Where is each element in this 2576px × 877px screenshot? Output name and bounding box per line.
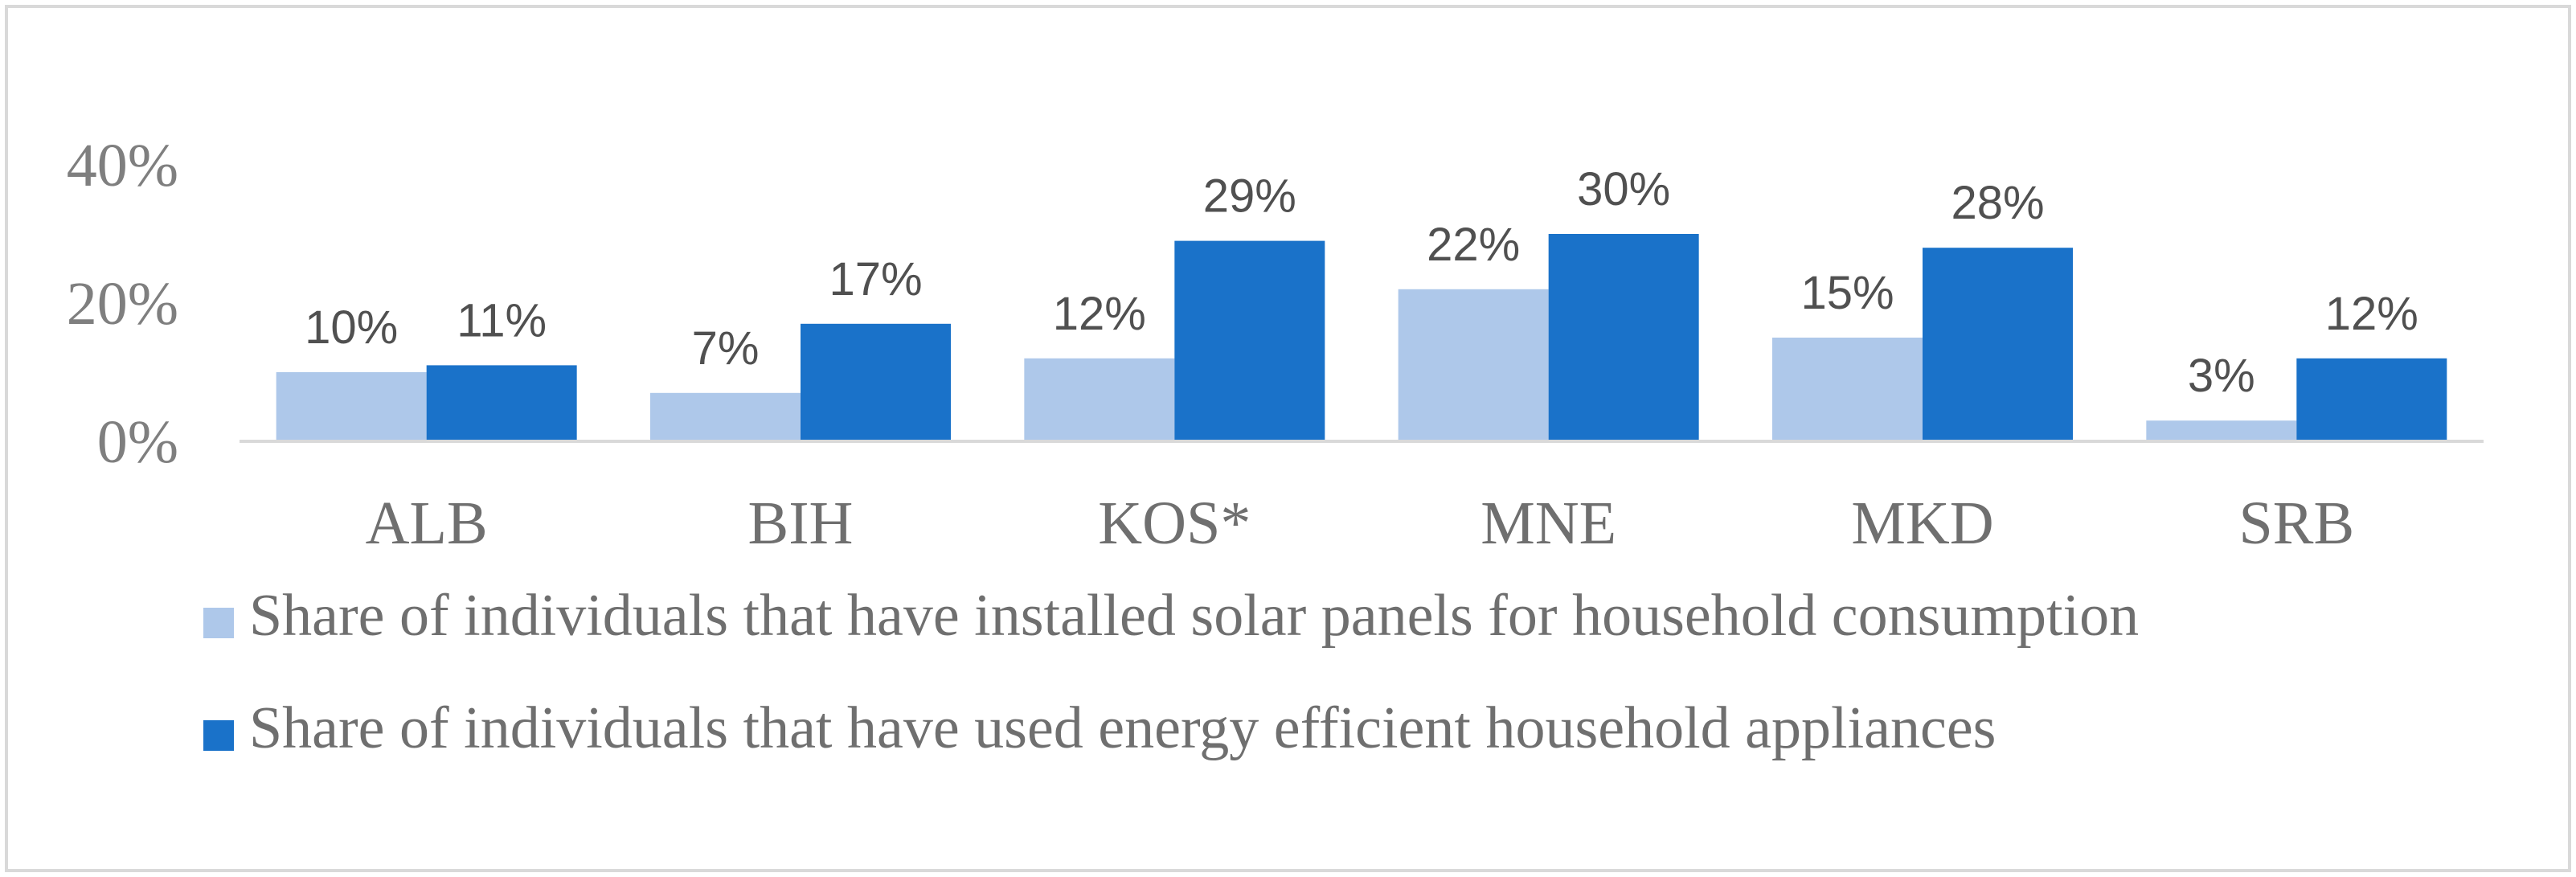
bar-efficient-appliances-alb [426,365,577,441]
data-label: 7% [692,322,760,375]
bar-solar-panels-kos [1024,358,1175,441]
x-axis-categories: ALB BIH KOS* MNE MKD SRB [366,490,2354,557]
y-tick-label: 40% [67,132,178,199]
y-axis-ticks: 0% 20% 40% [67,132,178,476]
legend-entry-label: Share of individuals that have used ener… [249,695,1996,761]
x-category-label: ALB [366,490,488,557]
bar-efficient-appliances-bih [801,323,951,441]
data-label: 3% [2188,350,2255,402]
data-labels-group: 10% 11% 7% 17% 12% 29% 22% 30% 15% 28% 3% 12% [305,163,2418,402]
data-label: 12% [2325,288,2418,340]
data-label: 28% [1951,177,2044,229]
data-label: 29% [1203,170,1296,223]
x-category-label: MKD [1851,490,1993,557]
x-category-label: KOS* [1098,490,1251,557]
legend-entry-label: Share of individuals that have installed… [249,583,2139,649]
bar-efficient-appliances-srb [2296,358,2447,441]
data-label: 30% [1577,163,1670,215]
legend: Share of individuals that have installed… [203,583,2139,761]
x-category-label: SRB [2239,490,2355,557]
y-tick-label: 0% [97,408,178,476]
bar-solar-panels-alb [276,372,427,441]
data-label: 17% [829,253,922,305]
x-category-label: MNE [1480,490,1616,557]
x-category-label: BIH [748,490,854,557]
bar-solar-panels-mne [1398,289,1549,441]
y-tick-label: 20% [67,270,178,338]
bar-solar-panels-mkd [1772,338,1923,441]
bar-solar-panels-srb [2146,420,2297,441]
data-label: 11% [457,294,547,346]
data-label: 22% [1427,219,1520,271]
bar-efficient-appliances-kos [1174,240,1325,441]
bar-efficient-appliances-mkd [1923,248,2073,441]
data-label: 15% [1800,267,1894,319]
bar-efficient-appliances-mne [1548,234,1699,441]
bars-group [276,234,2447,441]
data-label: 12% [1053,288,1146,340]
legend-swatch [203,720,234,751]
data-label: 10% [305,301,398,354]
bar-solar-panels-bih [650,392,801,441]
legend-swatch [203,608,234,638]
